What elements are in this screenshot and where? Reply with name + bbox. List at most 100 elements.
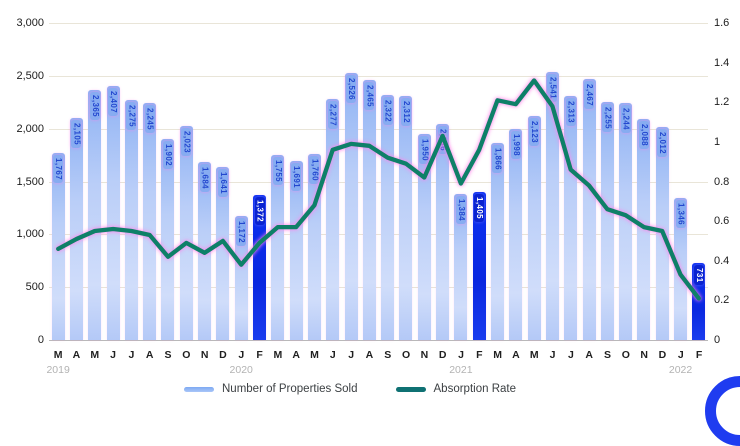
corner-ring-widget[interactable]	[705, 376, 740, 446]
right-axis-tick: 1.6	[714, 17, 730, 29]
bar: 2,322	[381, 94, 395, 340]
month-tick-label: A	[512, 349, 520, 361]
month-tick-label: J	[110, 349, 117, 361]
right-axis-tick: 0	[714, 334, 721, 346]
bar-value-label: 2,312	[400, 97, 411, 126]
gridline	[49, 75, 708, 77]
bar: 1,684	[198, 162, 212, 340]
bar: 1,866	[490, 142, 504, 340]
month-tick-label: S	[384, 349, 392, 361]
bar-value-label: 2,277	[327, 101, 338, 130]
month-tick-label: M	[273, 349, 283, 361]
month-tick-label: J	[567, 349, 574, 361]
month-tick-label: M	[53, 349, 63, 361]
bar: 2,275	[124, 99, 138, 340]
legend-item-absorption-rate: Absorption Rate	[395, 383, 516, 395]
bar-value-label: 2,012	[657, 129, 668, 158]
year-tick-label: 2019	[46, 364, 70, 376]
bar-value-label: 1,372	[254, 197, 265, 226]
bar-highlighted: 1,372	[253, 195, 266, 340]
line-series-swatch-icon	[395, 386, 426, 392]
left-axis-tick: 3,000	[16, 17, 44, 29]
month-tick-label: M	[529, 349, 539, 361]
x-axis-baseline	[49, 340, 708, 341]
bar-value-label: 2,467	[584, 81, 594, 110]
gridline	[49, 23, 708, 24]
year-tick-label: 2022	[668, 364, 693, 376]
bar: 1,384	[454, 193, 468, 340]
left-axis-tick: 1,500	[16, 175, 44, 188]
month-tick-label: A	[72, 349, 81, 361]
bar: 1,691	[289, 161, 303, 340]
bar-value-label: 1,767	[53, 155, 64, 184]
month-tick-label: F	[256, 349, 263, 361]
month-tick-label: J	[549, 349, 556, 361]
bar-value-label: 2,313	[565, 97, 576, 126]
plot-area: 1,767 2,105 2,365 2,407 2,275 2,245 1,902 2,023…	[49, 23, 708, 341]
month-tick-label: A	[585, 349, 594, 361]
bar: 1,767	[51, 153, 65, 340]
legend-item-properties-sold: Number of Properties Sold	[184, 383, 358, 395]
month-tick-label: J	[238, 349, 245, 361]
bar: 2,244	[619, 102, 633, 340]
bar: 2,365	[88, 90, 102, 340]
bar: 1,950	[417, 133, 431, 340]
bar-value-label: 2,255	[602, 103, 613, 132]
bar: 2,245	[143, 102, 157, 340]
left-axis-tick: 500	[25, 281, 44, 294]
bar: 1,902	[161, 139, 175, 340]
month-tick-label: N	[200, 349, 209, 361]
combo-chart: 1,767 2,105 2,365 2,407 2,275 2,245 1,902 2,023…	[0, 17, 740, 446]
bar-value-label: 1,950	[419, 135, 430, 164]
right-axis-tick: 1.2	[714, 96, 730, 109]
legend-label: Number of Properties Sold	[222, 383, 358, 395]
bar: 1,641	[216, 166, 230, 340]
legend: Number of Properties Sold Absorption Rat…	[0, 383, 700, 395]
month-tick-label: D	[219, 349, 227, 361]
month-tick-label: D	[438, 349, 447, 361]
bar-value-label: 2,123	[529, 117, 540, 146]
month-tick-label: N	[640, 349, 648, 361]
bar: 2,023	[179, 126, 193, 340]
left-axis-tick: 0	[37, 334, 44, 346]
bar: 1,998	[509, 128, 523, 340]
bar-value-label: 2,465	[364, 81, 375, 110]
month-tick-label: O	[402, 349, 411, 361]
bar-value-label: 2,322	[382, 96, 393, 125]
month-tick-label: J	[348, 349, 355, 361]
bar-value-label: 2,046	[437, 125, 448, 154]
bar-value-label: 1,902	[162, 141, 173, 170]
bar-value-label: 2,105	[71, 119, 82, 148]
month-tick-label: J	[458, 349, 464, 361]
month-tick-label: S	[164, 349, 172, 361]
left-axis-tick: 2,500	[16, 69, 44, 82]
bar-value-label: 2,088	[638, 121, 649, 150]
bar-value-label: 1,866	[492, 144, 503, 173]
bar-series-swatch-icon	[184, 386, 214, 392]
bar-highlighted: 1,405	[472, 191, 486, 340]
right-axis-tick: 0.8	[714, 175, 730, 188]
bar: 2,541	[545, 71, 559, 340]
bar-value-label: 2,541	[547, 73, 558, 102]
month-tick-label: M	[493, 349, 503, 361]
bar: 2,255	[600, 101, 614, 340]
month-tick-label: J	[329, 349, 336, 361]
bar-value-label: 1,691	[291, 163, 302, 192]
bar: 2,088	[637, 119, 651, 340]
bar: 1,346	[674, 197, 688, 340]
month-tick-label: A	[292, 349, 301, 361]
month-tick-label: J	[128, 349, 135, 361]
right-axis-tick: 1	[714, 135, 721, 148]
month-tick-label: M	[90, 349, 100, 361]
bar: 1,760	[307, 154, 321, 340]
bar-highlighted: 731	[692, 262, 706, 340]
bar-value-label: 2,407	[108, 87, 119, 116]
month-tick-label: O	[621, 349, 630, 361]
bar: 1,172	[234, 216, 248, 340]
right-axis-tick: 0.6	[714, 215, 730, 228]
bar: 2,277	[326, 99, 340, 340]
bar-value-label: 1,998	[510, 130, 521, 159]
bar-value-label: 731	[693, 264, 704, 286]
bar: 2,123	[527, 115, 541, 340]
